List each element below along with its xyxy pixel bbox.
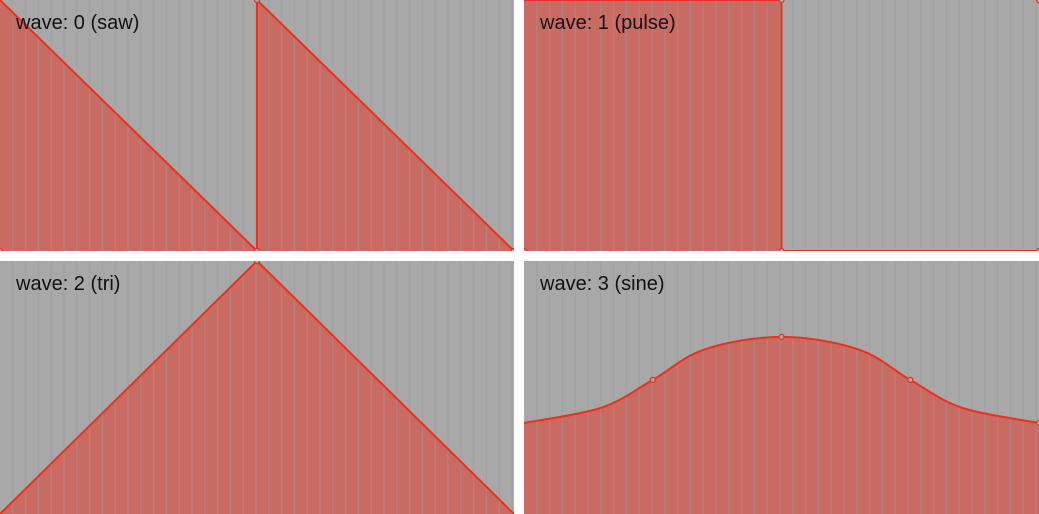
- wave-panel-1: wave: 1 (pulse): [524, 0, 1039, 251]
- wave-point-marker: [524, 247, 528, 251]
- gridlines: [12, 0, 513, 251]
- wave-point-marker: [1035, 419, 1039, 427]
- wave-line: [0, 0, 514, 251]
- wave-point-marker: [510, 247, 514, 251]
- gridlines: [12, 261, 513, 514]
- wave-line: [0, 261, 514, 514]
- wave-point-marker: [1035, 0, 1039, 4]
- gridlines: [536, 0, 1037, 251]
- wave-point-marker: [1035, 247, 1039, 251]
- wave-label: wave: 1 (pulse): [539, 12, 676, 34]
- wave-point-marker: [253, 0, 261, 4]
- wave-panel-2: wave: 2 (tri): [0, 261, 514, 514]
- wave-line: [524, 0, 1039, 251]
- wave-point-marker: [907, 376, 914, 384]
- wave-label: wave: 0 (saw): [15, 12, 139, 34]
- wave-point-marker: [0, 247, 4, 251]
- wave-point-marker: [778, 247, 785, 251]
- wave-panel-3: wave: 3 (sine): [524, 261, 1039, 514]
- wave-panel-0: wave: 0 (saw): [0, 0, 514, 251]
- wave-point-marker: [253, 261, 261, 265]
- gridlines: [536, 261, 1037, 514]
- wave-point-marker: [649, 376, 656, 384]
- wave-point-marker: [778, 0, 785, 4]
- wave-point-marker: [778, 333, 785, 340]
- wave-label: wave: 3 (sine): [539, 273, 665, 295]
- wave-point-marker: [253, 247, 261, 251]
- wave-label: wave: 2 (tri): [15, 273, 120, 295]
